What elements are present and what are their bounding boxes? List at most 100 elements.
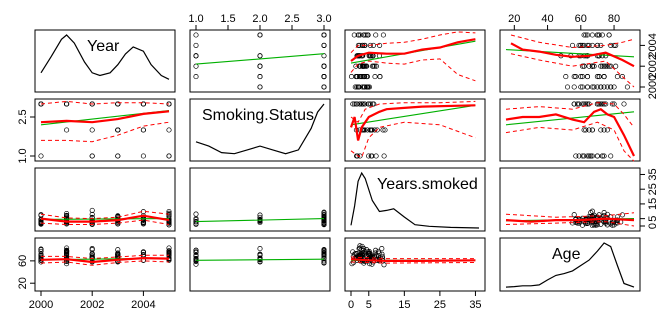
data-point [321,212,327,218]
data-point [372,74,378,80]
data-point [363,32,369,38]
smoother-upper-band [505,212,635,218]
data-point [368,127,374,133]
data-point [584,153,591,159]
data-point [115,251,121,257]
tick-label: 60 [575,13,587,25]
data-point [586,153,592,159]
data-point [614,74,620,80]
smoother-lower-band [40,260,170,266]
data-point [369,63,376,69]
data-point [603,63,609,69]
panel-frame [189,98,331,162]
data-point [576,101,582,107]
data-point [598,63,604,69]
data-point [89,247,95,253]
data-point [64,127,70,133]
panel-smoking-status-vs-smoking-status: Smoking.Status [189,98,331,162]
data-point [604,222,610,228]
data-point [599,101,605,107]
variable-label: Smoking.Status [202,107,314,124]
data-point [357,243,363,249]
data-point [589,208,595,214]
data-point [321,210,327,216]
data-point [588,153,594,159]
data-point [601,63,607,69]
data-point [115,127,121,133]
smoother-fit-line [350,258,476,262]
smoother-upper-band [510,34,635,49]
data-point [564,84,571,90]
tick-label: 15 [398,299,410,311]
panel-age-vs-year [34,237,176,292]
data-point [377,42,383,48]
panel-frame [344,29,486,93]
data-point [257,32,263,38]
tick-label: 1.0 [188,13,203,25]
data-point [581,153,587,159]
smoother-upper-band [41,254,169,260]
data-point [578,74,584,80]
panel-year-vs-years-smoked [344,29,486,93]
data-point [596,32,602,38]
tick-label: 80 [608,13,620,25]
data-point [166,220,172,226]
tick-label: 0 [348,299,354,311]
data-point [624,84,630,90]
data-point [579,42,586,48]
variable-label: Age [552,246,581,263]
data-point [579,84,586,90]
tick-label: 2.0 [252,13,267,25]
smoother-upper-band [505,102,635,128]
smoother-lower-band [350,58,476,82]
top-axis-age: 20 40 60 80 [508,13,620,30]
data-point [359,74,365,80]
data-point [578,84,584,90]
data-point [573,74,579,80]
data-point [355,84,361,90]
tick-label: 20 [17,277,29,289]
smoother-lower-band [505,221,635,227]
data-point [373,153,379,159]
data-point [591,63,597,69]
top-axis-smoking-status: 1.0 1.5 2.0 2.5 3.0 [188,13,332,30]
data-point [64,212,70,218]
data-point [373,32,379,38]
data-point [373,63,379,69]
data-point [599,32,605,38]
data-point [89,127,95,133]
data-point [257,246,263,252]
data-point [571,101,577,107]
data-point [584,84,591,90]
data-point [321,53,327,59]
data-point [589,153,595,159]
data-point [140,252,146,258]
panel-frame [499,167,641,232]
panel-frame [499,29,641,93]
data-point [581,42,587,48]
smoother-lower-band [510,53,635,88]
data-point [350,101,356,107]
smoother-lower-band [350,261,476,264]
data-point [594,32,600,38]
data-point [140,101,146,107]
data-point [611,84,617,90]
data-point [140,249,146,256]
data-point [193,221,199,227]
data-point [38,248,44,254]
smoother-fit-line [40,256,170,264]
data-point [321,248,327,254]
data-point [593,221,599,227]
panel-years-smoked-vs-age [499,167,641,232]
density-curve [350,171,480,229]
panel-frame [34,98,176,162]
data-point [166,222,172,228]
linear-fit-line [40,218,170,220]
data-point [569,42,576,48]
data-point [381,153,387,159]
tick-label: 2000 [647,75,659,99]
data-point [598,127,604,133]
data-point [166,249,172,256]
data-point [89,207,95,213]
